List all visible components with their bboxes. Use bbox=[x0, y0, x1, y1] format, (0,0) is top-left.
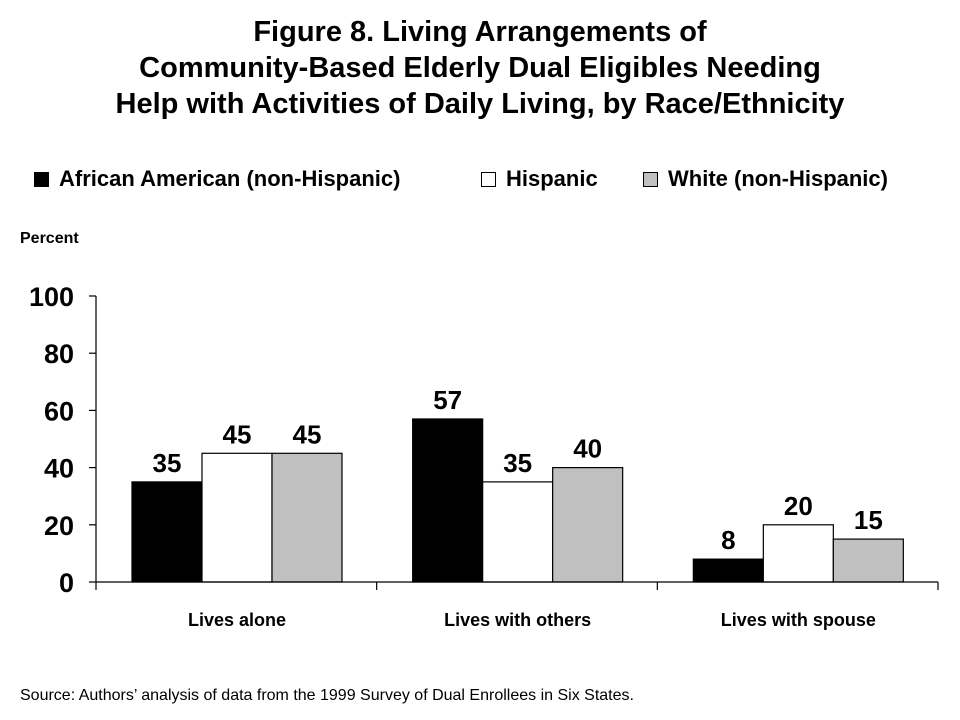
legend-swatch-hispanic bbox=[481, 171, 496, 187]
bar-s2-c0 bbox=[271, 452, 343, 583]
chart-legend: African American (non-Hispanic) Hispanic… bbox=[34, 166, 924, 192]
bar-s1-c1 bbox=[482, 481, 554, 583]
x-tick-label-0: Lives alone bbox=[188, 610, 286, 630]
bar-chart: 35 57 8 45 35 20 45 40 15 0 20 40 60 80 100 Lives alone… bbox=[29, 282, 939, 630]
legend-item-hispanic: Hispanic bbox=[481, 166, 598, 192]
source-note: Source: Authors’ analysis of data from t… bbox=[20, 687, 634, 704]
bar-s1-c2 bbox=[762, 524, 834, 583]
data-label-s2-c2: 15 bbox=[854, 505, 883, 535]
data-label-s2-c0: 45 bbox=[293, 419, 322, 449]
y-tick-label-60: 60 bbox=[44, 396, 74, 426]
legend-label-african-american: African American (non-Hispanic) bbox=[59, 166, 401, 191]
data-label-s2-c1: 40 bbox=[573, 434, 602, 464]
y-tick-label-40: 40 bbox=[44, 454, 74, 484]
data-label-s1-c1: 35 bbox=[503, 448, 532, 478]
y-tick-label-0: 0 bbox=[59, 568, 74, 598]
bar-s2-c1 bbox=[552, 467, 624, 583]
title-line-2: Community-Based Elderly Dual Eligibles N… bbox=[139, 52, 821, 84]
title-line-1: Figure 8. Living Arrangements of bbox=[253, 16, 707, 48]
title-line-3: Help with Activities of Daily Living, by… bbox=[115, 88, 845, 120]
x-tick-label-2: Lives with spouse bbox=[721, 610, 876, 630]
data-label-s0-c2: 8 bbox=[721, 525, 735, 555]
legend-item-african-american: African American (non-Hispanic) bbox=[34, 166, 400, 192]
bar-s1-c0 bbox=[201, 452, 273, 583]
data-label-s0-c0: 35 bbox=[153, 448, 182, 478]
legend-item-white: White (non-Hispanic) bbox=[643, 166, 888, 192]
y-tick-label-100: 100 bbox=[29, 282, 74, 312]
data-label-s1-c0: 45 bbox=[223, 419, 252, 449]
data-label-s1-c2: 20 bbox=[784, 491, 813, 521]
legend-label-white: White (non-Hispanic) bbox=[668, 166, 888, 191]
y-axis-label: Percent bbox=[20, 230, 79, 247]
y-tick-label-20: 20 bbox=[44, 511, 74, 541]
bar-s0-c0 bbox=[131, 481, 203, 583]
y-tick-label-80: 80 bbox=[44, 339, 74, 369]
x-tick-label-1: Lives with others bbox=[444, 610, 591, 630]
legend-swatch-white bbox=[643, 171, 658, 187]
legend-label-hispanic: Hispanic bbox=[506, 166, 598, 191]
bar-s0-c2 bbox=[692, 558, 764, 583]
chart-title: Figure 8. Living Arrangements of Communi… bbox=[0, 14, 960, 122]
bar-s0-c1 bbox=[412, 418, 484, 583]
data-label-s0-c1: 57 bbox=[433, 385, 462, 415]
legend-swatch-african-american bbox=[34, 171, 49, 187]
bar-s2-c2 bbox=[832, 538, 904, 583]
